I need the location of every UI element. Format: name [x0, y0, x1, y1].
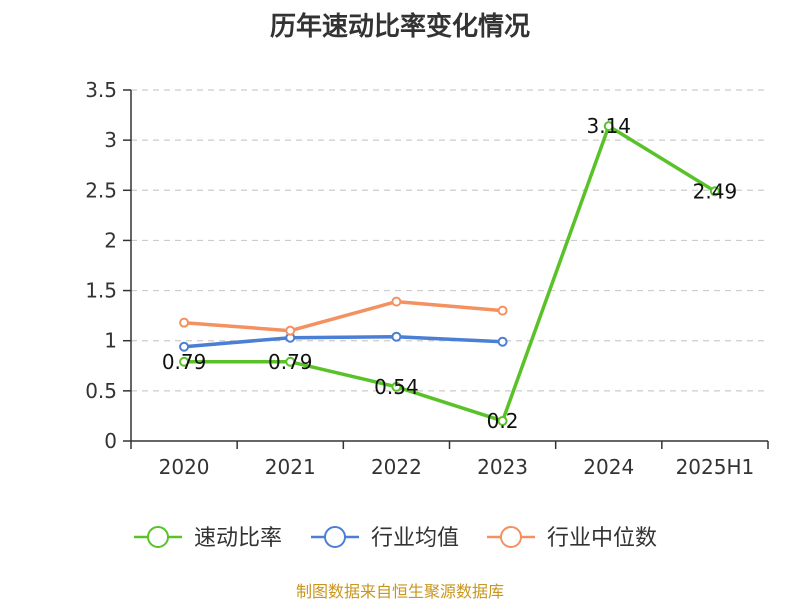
- x-tick-label: 2024: [583, 455, 634, 479]
- data-point: [285, 325, 296, 336]
- data-point: [603, 121, 614, 132]
- data-label: 0.79: [268, 350, 313, 374]
- legend-label: 行业均值: [371, 526, 459, 551]
- x-tick-label: 2021: [265, 455, 316, 479]
- series-lines: [179, 121, 720, 426]
- x-tick-label: 2022: [371, 455, 422, 479]
- grid-lines: [131, 89, 768, 392]
- data-point: [391, 381, 402, 392]
- legend-label: 行业中位数: [547, 526, 657, 551]
- data-point: [497, 336, 508, 347]
- data-point: [179, 356, 190, 367]
- legend-label: 速动比率: [194, 526, 282, 551]
- legend-marker: [324, 526, 346, 548]
- data-labels: 0.79 0.79 0.54 0.2 3.14 2.49: [162, 114, 737, 433]
- legend-item[interactable]: 行业中位数: [487, 526, 657, 551]
- data-point: [179, 317, 190, 328]
- data-label: 0.54: [374, 375, 419, 399]
- series-line: [183, 334, 503, 349]
- legend-item[interactable]: 行业均值: [311, 526, 459, 551]
- y-tick-label: 2.5: [85, 178, 117, 202]
- x-tick-label: 2023: [477, 455, 528, 479]
- series-line: [183, 299, 503, 333]
- legend-marker: [147, 526, 169, 548]
- data-point: [709, 186, 720, 197]
- y-tick-label: 3: [104, 128, 117, 152]
- legend[interactable]: 速动比率 行业均值 行业中位数: [134, 526, 657, 551]
- x-tick-label: 2025H1: [676, 455, 755, 479]
- data-label: 3.14: [586, 114, 631, 138]
- data-label: 0.79: [162, 350, 207, 374]
- source-note: 制图数据来自恒生聚源数据库: [295, 582, 504, 601]
- y-tick-label: 1.5: [85, 279, 117, 303]
- data-point: [497, 305, 508, 316]
- y-tick-label: 1: [104, 329, 117, 353]
- y-tick-label: 0.5: [85, 379, 117, 403]
- series-line: [184, 124, 716, 423]
- data-point: [391, 331, 402, 342]
- y-tick-label: 2: [104, 228, 117, 252]
- chart-title: 历年速动比率变化情况: [269, 12, 530, 42]
- y-tick-label: 3.5: [85, 78, 117, 102]
- data-point: [285, 356, 296, 367]
- legend-item[interactable]: 速动比率: [134, 526, 282, 551]
- x-tick-label: 2020: [159, 455, 210, 479]
- y-tick-label: 0: [104, 429, 117, 453]
- data-point: [497, 415, 508, 426]
- data-label: 0.2: [487, 409, 519, 433]
- data-point: [391, 296, 402, 307]
- data-point: [179, 341, 190, 352]
- axes: 0 0.5 1 1.5 2 2.5 3 3.5 2020 2021 2022 2023 2024 2025…: [85, 78, 769, 479]
- data-label: 2.49: [693, 179, 738, 203]
- legend-marker: [500, 526, 522, 548]
